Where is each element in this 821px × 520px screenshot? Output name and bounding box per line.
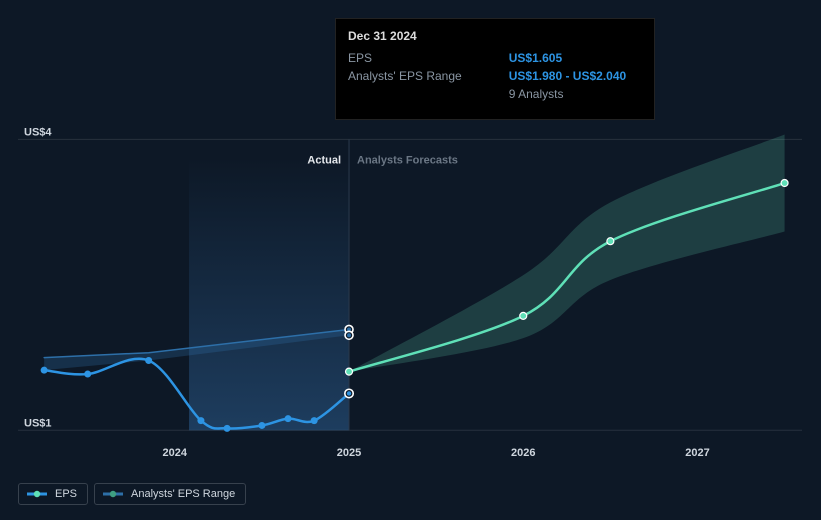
legend-item[interactable]: Analysts' EPS Range [94, 483, 246, 505]
tooltip-row-value: US$1.980 - US$2.040 [509, 67, 642, 85]
tooltip-date: Dec 31 2024 [348, 29, 642, 43]
section-label-actual: Actual [307, 154, 341, 166]
tooltip-row-key: Analysts' EPS Range [348, 67, 509, 85]
chart-tooltip: Dec 31 2024 EPSUS$1.605Analysts' EPS Ran… [335, 18, 655, 120]
x-axis-tick-label: 2026 [511, 447, 535, 459]
x-axis-tick-label: 2027 [685, 447, 709, 459]
chart-legend: EPS Analysts' EPS Range [18, 483, 246, 505]
legend-label: Analysts' EPS Range [131, 488, 235, 500]
legend-swatch-icon [103, 489, 123, 499]
legend-label: EPS [55, 488, 77, 500]
legend-swatch-icon [27, 489, 47, 499]
y-axis-tick-label: US$4 [24, 126, 52, 138]
x-axis-tick-label: 2024 [163, 447, 188, 459]
tooltip-row-value: 9 Analysts [509, 85, 642, 103]
legend-item[interactable]: EPS [18, 483, 88, 505]
tooltip-row-value: US$1.605 [509, 49, 642, 67]
eps-forecast-chart: US$1 US$4 Actual Analysts Forecasts 2024 2025… [0, 0, 821, 520]
tooltip-row-key [348, 85, 509, 103]
y-axis-tick-label: US$1 [24, 417, 52, 429]
tooltip-table: EPSUS$1.605Analysts' EPS RangeUS$1.980 -… [348, 49, 642, 103]
tooltip-row-key: EPS [348, 49, 509, 67]
section-label-forecast: Analysts Forecasts [357, 154, 458, 166]
x-axis-tick-label: 2025 [337, 447, 361, 459]
